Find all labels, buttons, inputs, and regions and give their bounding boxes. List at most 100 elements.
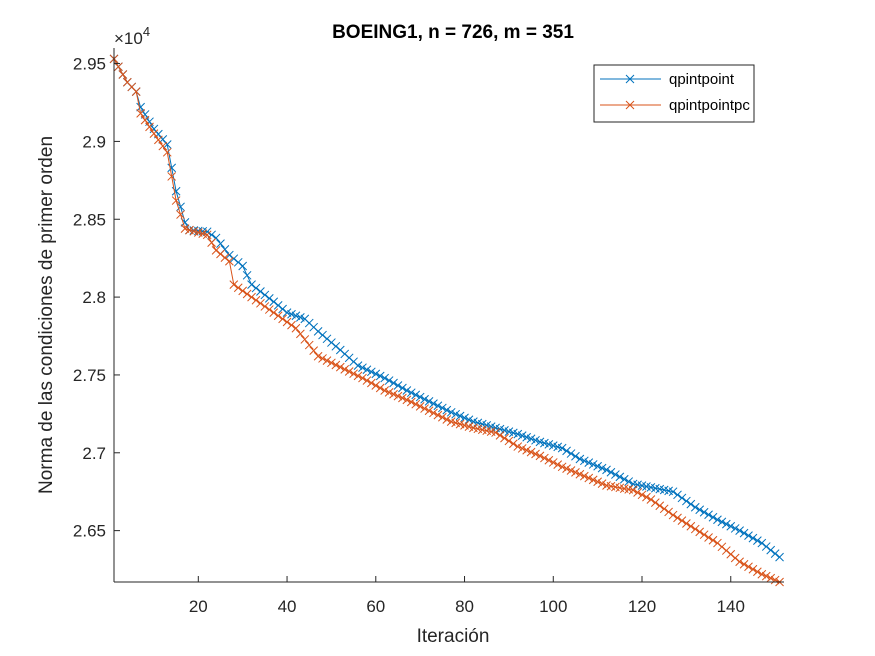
series-point — [389, 389, 398, 399]
series-point — [548, 458, 558, 467]
series-point — [171, 196, 181, 205]
series-point — [424, 397, 434, 406]
legend-label: qpintpointpc — [669, 97, 750, 114]
y-axis-label: Norma de las condiciones de primer orden — [36, 136, 57, 494]
series-point — [154, 135, 163, 145]
series-point — [593, 477, 602, 487]
series-point — [517, 444, 527, 453]
series-point — [229, 254, 239, 264]
series-point — [238, 261, 248, 271]
series-point — [273, 311, 283, 321]
series-point — [526, 447, 536, 457]
series-point — [668, 510, 678, 520]
series-point — [429, 399, 438, 408]
series-point — [304, 340, 314, 350]
series-point — [433, 401, 443, 411]
series-point — [633, 488, 642, 497]
series-point — [579, 456, 589, 466]
series-point — [571, 451, 580, 461]
series-point — [300, 335, 310, 344]
series-point — [327, 358, 336, 368]
series-point — [690, 524, 700, 534]
series-point — [593, 461, 602, 471]
series-point — [269, 308, 279, 318]
y-tick-label: 2.9 — [82, 132, 106, 151]
series-point — [584, 458, 594, 467]
series-point — [625, 74, 635, 84]
series-point — [420, 394, 429, 404]
y-tick-label: 2.7 — [82, 444, 106, 463]
series-point — [713, 515, 722, 525]
series-point — [202, 230, 212, 240]
series-point — [242, 270, 252, 280]
series-point — [770, 549, 780, 558]
series-point — [766, 573, 776, 583]
series-point — [504, 436, 514, 446]
exponent-power: 4 — [143, 24, 150, 39]
series-point — [247, 292, 256, 302]
series-point — [726, 521, 736, 531]
x-tick-label: 60 — [366, 597, 385, 616]
series-point — [247, 280, 256, 289]
series-point — [562, 464, 571, 474]
series-point — [757, 538, 767, 548]
series-point — [402, 386, 412, 395]
series-qpintpointpc — [109, 54, 784, 587]
series-point — [642, 492, 651, 502]
x-tick-label: 20 — [189, 597, 208, 616]
series-point — [233, 283, 243, 293]
series-point — [562, 446, 571, 456]
series-point — [393, 391, 403, 401]
series-point — [451, 409, 461, 419]
series-point — [220, 253, 230, 263]
series-point — [384, 376, 394, 385]
series-point — [264, 305, 274, 314]
series-point — [233, 257, 243, 267]
series-point — [695, 505, 705, 515]
y-exponent-label: ×104 — [114, 24, 150, 48]
series-point — [366, 378, 376, 388]
series-point — [375, 383, 385, 393]
series-point — [167, 172, 177, 181]
series-point — [131, 87, 141, 96]
series-point — [744, 531, 753, 540]
series-point — [424, 406, 434, 416]
series-point — [677, 516, 687, 526]
series-point — [735, 557, 744, 567]
series-point — [655, 501, 665, 511]
series-point — [673, 490, 682, 500]
series-point — [433, 410, 443, 420]
series-point — [118, 70, 128, 79]
series-point — [140, 115, 150, 125]
series-point — [167, 163, 177, 173]
series-point — [650, 498, 660, 507]
series-point — [278, 304, 287, 314]
series-point — [730, 524, 740, 533]
series-point — [256, 287, 265, 296]
series-point — [437, 403, 447, 413]
series-point — [437, 412, 447, 422]
series-point — [375, 371, 385, 381]
series-point — [739, 528, 749, 538]
series-point — [207, 238, 216, 247]
legend-items: qpintpoint qpintpointpc — [600, 71, 750, 114]
series-point — [358, 373, 367, 383]
series-point — [322, 356, 332, 365]
series-point — [136, 102, 145, 112]
series-point — [699, 507, 709, 517]
series-point — [513, 442, 523, 451]
y-tick-label: 2.95 — [73, 55, 106, 74]
series-point — [717, 517, 727, 527]
series-point — [371, 369, 381, 379]
series-point — [309, 346, 319, 356]
series-point — [136, 109, 145, 118]
series-point — [766, 545, 776, 555]
series-point — [491, 428, 500, 437]
series-point — [571, 468, 580, 477]
series-point — [721, 519, 731, 529]
series-point — [588, 475, 598, 485]
series-point — [211, 246, 221, 255]
series-point — [557, 443, 567, 453]
series-point — [761, 571, 771, 581]
plot-area — [114, 48, 784, 582]
